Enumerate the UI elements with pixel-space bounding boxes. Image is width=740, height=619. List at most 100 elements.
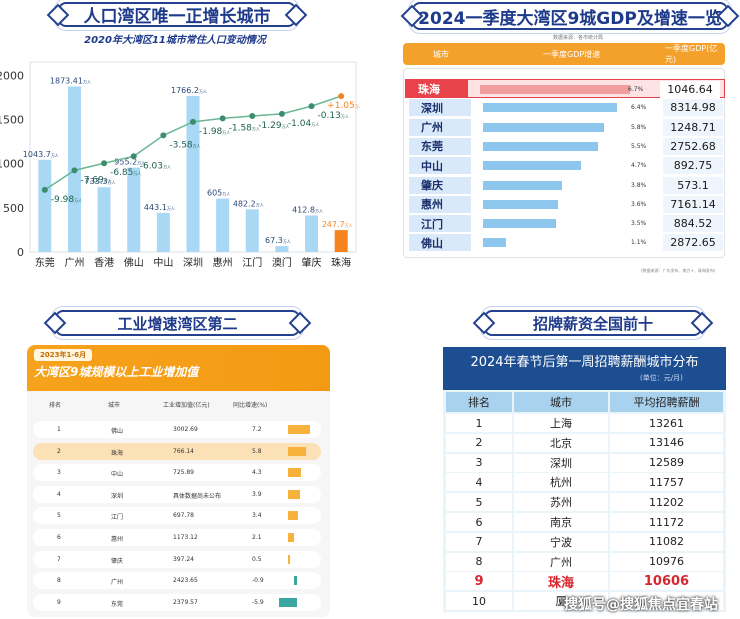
industry-growth: 0.5 — [252, 555, 262, 563]
salary-value — [610, 592, 723, 611]
change-label: -0.13万人 — [318, 111, 349, 121]
header-value: 工业增加值(亿元) — [163, 402, 210, 409]
salary-rank: 4 — [446, 473, 512, 492]
change-point — [278, 110, 285, 117]
bar-value-label: 412.8万人 — [292, 206, 323, 215]
salary-unit: (单位：元/月) — [640, 374, 683, 382]
salary-city: 南京 — [514, 513, 608, 531]
industry-row: 1 佛山 3002.69 7.2 — [33, 421, 321, 438]
growth-bar — [483, 180, 563, 190]
growth-label: 1.1% — [631, 239, 647, 247]
growth-bar — [278, 597, 297, 607]
gdp-row: 肇庆 3.8% 573.1 — [409, 176, 725, 195]
x-tick-label: 珠海 — [331, 256, 351, 269]
industry-city: 广州 — [111, 579, 124, 587]
gdp-city: 深圳 — [409, 99, 471, 117]
growth-bar — [288, 533, 295, 542]
salary-city: 深圳 — [514, 453, 608, 472]
salary-value: 10976 — [610, 552, 723, 571]
industry-title: 大湾区9城规模以上工业增加值 — [34, 365, 199, 379]
industry-rank: 4 — [57, 490, 61, 498]
x-tick-label: 澳门 — [272, 256, 292, 269]
gdp-city: 佛山 — [409, 234, 471, 252]
industry-growth: -5.9 — [252, 598, 264, 606]
growth-label: 5.8% — [631, 123, 647, 131]
gdp-value: 573.1 — [663, 176, 723, 194]
salary-col-salary: 平均招聘薪酬 — [610, 392, 723, 412]
change-label: -6.85万人 — [110, 168, 141, 178]
gdp-city: 珠海 — [406, 80, 468, 97]
salary-city: 杭州 — [514, 473, 608, 492]
growth-label: 6.4% — [631, 104, 647, 112]
bar-value-label: 1766.2万人 — [171, 86, 207, 95]
industry-city: 佛山 — [111, 428, 124, 435]
industry-rank: 8 — [57, 577, 61, 585]
salary-value: 10606 — [610, 572, 723, 591]
gdp-row: 江门 3.5% 884.52 — [409, 214, 725, 233]
salary-rank: 1 — [446, 414, 512, 432]
industry-value: 725.89 — [173, 469, 194, 477]
salary-value: 11082 — [610, 532, 723, 551]
salary-city: 珠海 — [514, 572, 608, 591]
population-bar — [216, 198, 230, 252]
change-point — [41, 186, 48, 193]
growth-label: 3.8% — [631, 181, 647, 189]
header-city: 城市 — [108, 402, 121, 409]
industry-row: 7 肇庆 397.24 0.5 — [33, 550, 321, 568]
panel1-banner-text: 人口湾区唯一正增长城市 — [83, 7, 271, 27]
industry-rank: 1 — [57, 426, 61, 433]
salary-city: 厦 — [514, 592, 608, 611]
industry-row: 2 珠海 766.14 5.8 — [33, 442, 321, 460]
population-bar — [97, 187, 111, 252]
panel2-banner: 2024一季度大湾区9城GDP及增速一览 — [400, 2, 740, 30]
salary-city: 北京 — [514, 433, 608, 452]
gdp-row: 深圳 6.4% 8314.98 — [409, 98, 725, 117]
salary-value: 12589 — [610, 453, 723, 472]
gdp-value: 884.52 — [663, 215, 723, 233]
industry-growth: 5.8 — [252, 447, 262, 455]
growth-label: 6.7% — [628, 86, 644, 93]
industry-growth: 3.4 — [252, 512, 262, 520]
industry-row: 9 东莞 2379.57 -5.9 — [33, 593, 321, 611]
bar-value-label: 1873.41万人 — [50, 76, 91, 85]
industry-tag: 2023年1-6月 — [34, 349, 93, 361]
header-growth: 同比增速(%) — [233, 402, 268, 409]
growth-bar — [288, 446, 306, 456]
industry-city: 惠州 — [111, 536, 124, 543]
panel2-banner-text: 2024一季度大湾区9城GDP及增速一览 — [418, 8, 722, 29]
salary-rank: 7 — [446, 532, 512, 551]
growth-label: 3.5% — [631, 220, 647, 228]
industry-value: 具体数据尚未公布 — [173, 492, 222, 500]
industry-value: 2379.57 — [173, 598, 198, 606]
change-label: -7.69万人 — [80, 175, 111, 185]
change-label: -1.29万人 — [258, 121, 289, 131]
x-tick-label: 中山 — [153, 256, 173, 269]
panel4-banner-text: 招牌薪资全国前十 — [532, 314, 653, 333]
salary-value: 11202 — [610, 493, 723, 512]
industry-rank: 3 — [57, 469, 61, 477]
panel3-banner-text: 工业增速湾区第二 — [117, 314, 238, 333]
salary-value: 11172 — [610, 513, 723, 531]
growth-label: 4.7% — [631, 162, 647, 170]
gdp-city: 肇庆 — [409, 176, 471, 194]
panel2-source-top: 数据来源：各市统计局 — [553, 35, 604, 41]
gdp-value: 7161.14 — [663, 195, 723, 213]
gdp-value: 892.75 — [663, 157, 723, 175]
header-rank: 排名 — [49, 402, 62, 409]
header-gdp: 一季度GDP(亿元) — [665, 44, 718, 64]
banner-diamond-left-icon — [43, 311, 67, 335]
gdp-city: 广州 — [409, 118, 471, 136]
header-growth: 一季度GDP增速 — [543, 49, 601, 59]
panel2-table-frame — [403, 68, 725, 258]
industry-row: 6 惠州 1173.12 2.1 — [33, 529, 321, 546]
industry-value: 2423.65 — [173, 577, 198, 585]
gdp-row: 东莞 5.5% 2752.68 — [409, 137, 725, 156]
panel4-banner: 招牌薪资全国前十 — [472, 310, 714, 336]
salary-rank: 8 — [446, 552, 512, 571]
change-label: -1.98万人 — [199, 127, 230, 137]
change-point — [190, 118, 196, 125]
industry-row: 5 江门 697.78 3.4 — [33, 507, 321, 525]
salary-city: 宁波 — [514, 532, 608, 551]
change-label: -1.04万人 — [288, 119, 319, 129]
bar-value-label: 733.3万人 — [85, 177, 116, 186]
